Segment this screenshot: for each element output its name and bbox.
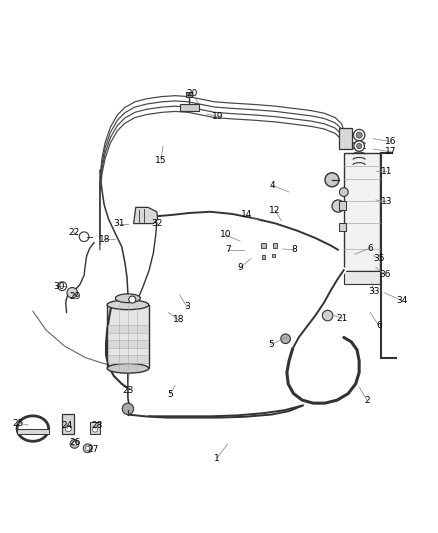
Text: 9: 9 <box>237 263 243 272</box>
Bar <box>272 254 275 257</box>
Bar <box>90 422 100 434</box>
Circle shape <box>72 442 77 446</box>
Bar <box>339 223 346 231</box>
Text: 23: 23 <box>122 385 134 394</box>
Text: 14: 14 <box>240 211 252 219</box>
Bar <box>261 243 266 248</box>
Bar <box>339 201 346 209</box>
Text: 20: 20 <box>186 89 198 98</box>
Circle shape <box>83 444 92 453</box>
Circle shape <box>281 334 290 344</box>
Text: 27: 27 <box>87 445 99 454</box>
Circle shape <box>70 440 79 448</box>
Text: 24: 24 <box>61 421 72 430</box>
Circle shape <box>354 141 364 151</box>
Text: 11: 11 <box>381 166 392 175</box>
Circle shape <box>122 403 134 415</box>
Text: 4: 4 <box>270 181 275 190</box>
Text: 30: 30 <box>53 282 65 290</box>
Bar <box>186 92 192 97</box>
Text: 18: 18 <box>173 316 184 325</box>
Bar <box>108 340 148 348</box>
Text: 12: 12 <box>269 206 281 215</box>
Text: 6: 6 <box>367 244 373 253</box>
Circle shape <box>92 427 98 432</box>
Text: 10: 10 <box>220 230 231 239</box>
Circle shape <box>332 200 344 212</box>
Text: 35: 35 <box>373 254 385 263</box>
Bar <box>344 271 380 284</box>
Circle shape <box>85 446 90 450</box>
Polygon shape <box>134 207 158 223</box>
Bar <box>62 414 74 434</box>
Bar <box>273 243 277 248</box>
Text: 29: 29 <box>70 292 81 301</box>
Ellipse shape <box>107 364 149 373</box>
Circle shape <box>58 282 67 290</box>
Text: 32: 32 <box>151 219 162 228</box>
Text: 3: 3 <box>184 302 190 311</box>
Text: 7: 7 <box>225 245 231 254</box>
Text: 8: 8 <box>291 245 297 254</box>
Text: 21: 21 <box>337 314 348 322</box>
Bar <box>180 104 199 111</box>
Circle shape <box>129 296 136 303</box>
Circle shape <box>67 287 78 298</box>
Bar <box>344 152 380 271</box>
Bar <box>108 355 148 363</box>
Text: 5: 5 <box>268 340 274 349</box>
Text: 5: 5 <box>167 390 173 399</box>
Text: 31: 31 <box>113 219 125 228</box>
Text: 26: 26 <box>70 438 81 447</box>
Text: 13: 13 <box>381 197 392 206</box>
Text: 15: 15 <box>155 156 167 165</box>
Bar <box>339 128 352 149</box>
Bar <box>17 429 49 434</box>
Text: 25: 25 <box>13 419 24 428</box>
Circle shape <box>357 143 362 149</box>
Text: 33: 33 <box>369 287 380 296</box>
Bar <box>108 325 148 333</box>
Circle shape <box>65 425 71 432</box>
Text: 18: 18 <box>99 235 110 244</box>
Circle shape <box>353 130 365 141</box>
Circle shape <box>325 173 339 187</box>
Text: 34: 34 <box>396 296 408 305</box>
Circle shape <box>356 132 362 138</box>
Text: 1: 1 <box>214 454 220 463</box>
Text: 17: 17 <box>385 147 397 156</box>
Circle shape <box>322 310 333 321</box>
Bar <box>107 305 149 368</box>
Text: 36: 36 <box>379 270 390 279</box>
Ellipse shape <box>107 300 149 310</box>
Text: 19: 19 <box>212 112 224 121</box>
Text: 28: 28 <box>92 421 103 430</box>
Bar <box>262 255 265 259</box>
Text: 6: 6 <box>376 321 382 330</box>
Text: 2: 2 <box>364 395 370 405</box>
Ellipse shape <box>115 294 140 303</box>
Text: 22: 22 <box>68 228 79 237</box>
Circle shape <box>79 232 89 241</box>
Circle shape <box>339 188 348 197</box>
Text: 16: 16 <box>385 137 397 146</box>
